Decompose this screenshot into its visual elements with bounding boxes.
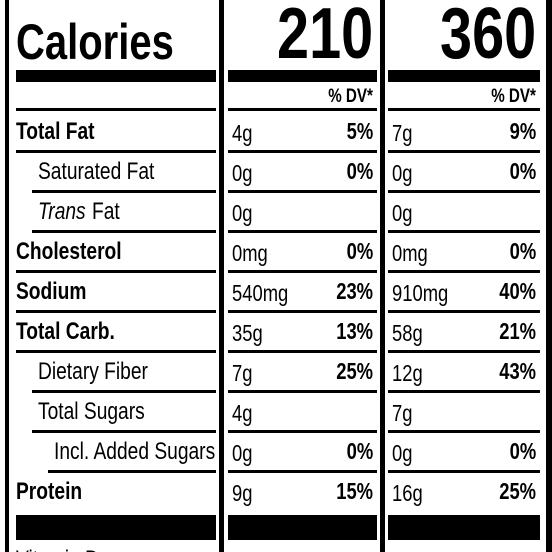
percent-dv: 0%	[346, 238, 373, 265]
percent-dv: 25%	[499, 478, 536, 505]
rule	[32, 390, 216, 393]
percent-dv: 0%	[346, 158, 373, 185]
percent-dv: 43%	[499, 358, 536, 385]
amount: 35g	[232, 320, 263, 347]
nutrient-label: Cholesterol	[16, 237, 122, 265]
thick-rule	[16, 515, 216, 540]
amount: 7g	[232, 360, 253, 387]
amount: 7g	[392, 400, 413, 427]
rule	[32, 430, 216, 433]
nutrient-label: Protein	[16, 477, 83, 505]
amount: 4g	[232, 400, 253, 427]
thick-rule	[16, 70, 216, 82]
rule	[388, 270, 540, 273]
nutrient-label: Fat	[91, 197, 120, 225]
amount: 7g	[392, 120, 413, 147]
amount: 0g	[232, 440, 253, 467]
rule	[228, 430, 377, 433]
percent-dv: 15%	[336, 478, 373, 505]
rule	[388, 430, 540, 433]
rule	[388, 470, 540, 473]
rule	[388, 350, 540, 353]
rule	[388, 390, 540, 393]
amount: 0g	[232, 200, 253, 227]
rule	[228, 310, 377, 313]
percent-dv: 21%	[499, 318, 536, 345]
nutrient-label-italic: Trans	[38, 197, 86, 225]
amount: 4g	[232, 120, 253, 147]
percent-dv: 0%	[509, 238, 536, 265]
rule	[228, 150, 377, 153]
amount: 58g	[392, 320, 423, 347]
rule	[16, 108, 216, 111]
amount: 9g	[232, 480, 253, 507]
rule	[32, 230, 216, 233]
amount: 16g	[392, 480, 423, 507]
percent-dv: 40%	[499, 278, 536, 305]
rule	[228, 270, 377, 273]
percent-dv: 9%	[509, 118, 536, 145]
rule	[228, 190, 377, 193]
thick-rule	[388, 515, 540, 540]
thick-rule	[228, 515, 377, 540]
rule	[388, 108, 540, 111]
amount: 0g	[392, 440, 413, 467]
calories-label: Calories	[16, 14, 174, 70]
rule	[228, 230, 377, 233]
amount: 12g	[392, 360, 423, 387]
percent-dv: 23%	[336, 278, 373, 305]
calories-value: 360	[439, 0, 536, 74]
rule	[32, 190, 216, 193]
rule	[16, 350, 216, 353]
thick-rule	[388, 70, 540, 82]
amount: 540mg	[232, 280, 289, 307]
dv-header: % DV*	[328, 85, 373, 107]
rule	[388, 310, 540, 313]
nutrient-label: Total Sugars	[38, 397, 145, 425]
rule	[16, 270, 216, 273]
percent-dv: 0%	[509, 438, 536, 465]
rule	[228, 390, 377, 393]
nutrient-label: Dietary Fiber	[38, 357, 148, 385]
percent-dv: 0%	[509, 158, 536, 185]
amount: 910mg	[392, 280, 449, 307]
amount: 0mg	[232, 240, 268, 267]
amount: 0g	[232, 160, 253, 187]
rule	[228, 470, 377, 473]
nutrient-label: Incl. Added Sugars	[54, 437, 216, 465]
rule	[388, 230, 540, 233]
calories-value: 210	[276, 0, 373, 74]
rule	[228, 350, 377, 353]
amount: 0g	[392, 200, 413, 227]
dv-header: % DV*	[491, 85, 536, 107]
rule	[388, 150, 540, 153]
column-border	[5, 0, 9, 552]
percent-dv: 13%	[336, 318, 373, 345]
rule	[48, 470, 216, 473]
nutrient-label: Vitamin D	[16, 546, 99, 552]
nutrient-label: Total Fat	[16, 117, 95, 145]
rule	[388, 190, 540, 193]
column-border	[546, 0, 552, 552]
rule	[16, 150, 216, 153]
percent-dv: 0%	[346, 438, 373, 465]
rule	[16, 310, 216, 313]
column-border	[380, 0, 385, 552]
thick-rule	[228, 70, 377, 82]
nutrient-label: Saturated Fat	[38, 157, 155, 185]
column-border	[219, 0, 224, 552]
percent-dv: 25%	[336, 358, 373, 385]
amount: 0mg	[392, 240, 428, 267]
nutrient-label: Sodium	[16, 277, 87, 305]
rule	[228, 108, 377, 111]
percent-dv: 5%	[346, 118, 373, 145]
amount: 0g	[392, 160, 413, 187]
nutrient-label: Total Carb.	[16, 317, 115, 345]
